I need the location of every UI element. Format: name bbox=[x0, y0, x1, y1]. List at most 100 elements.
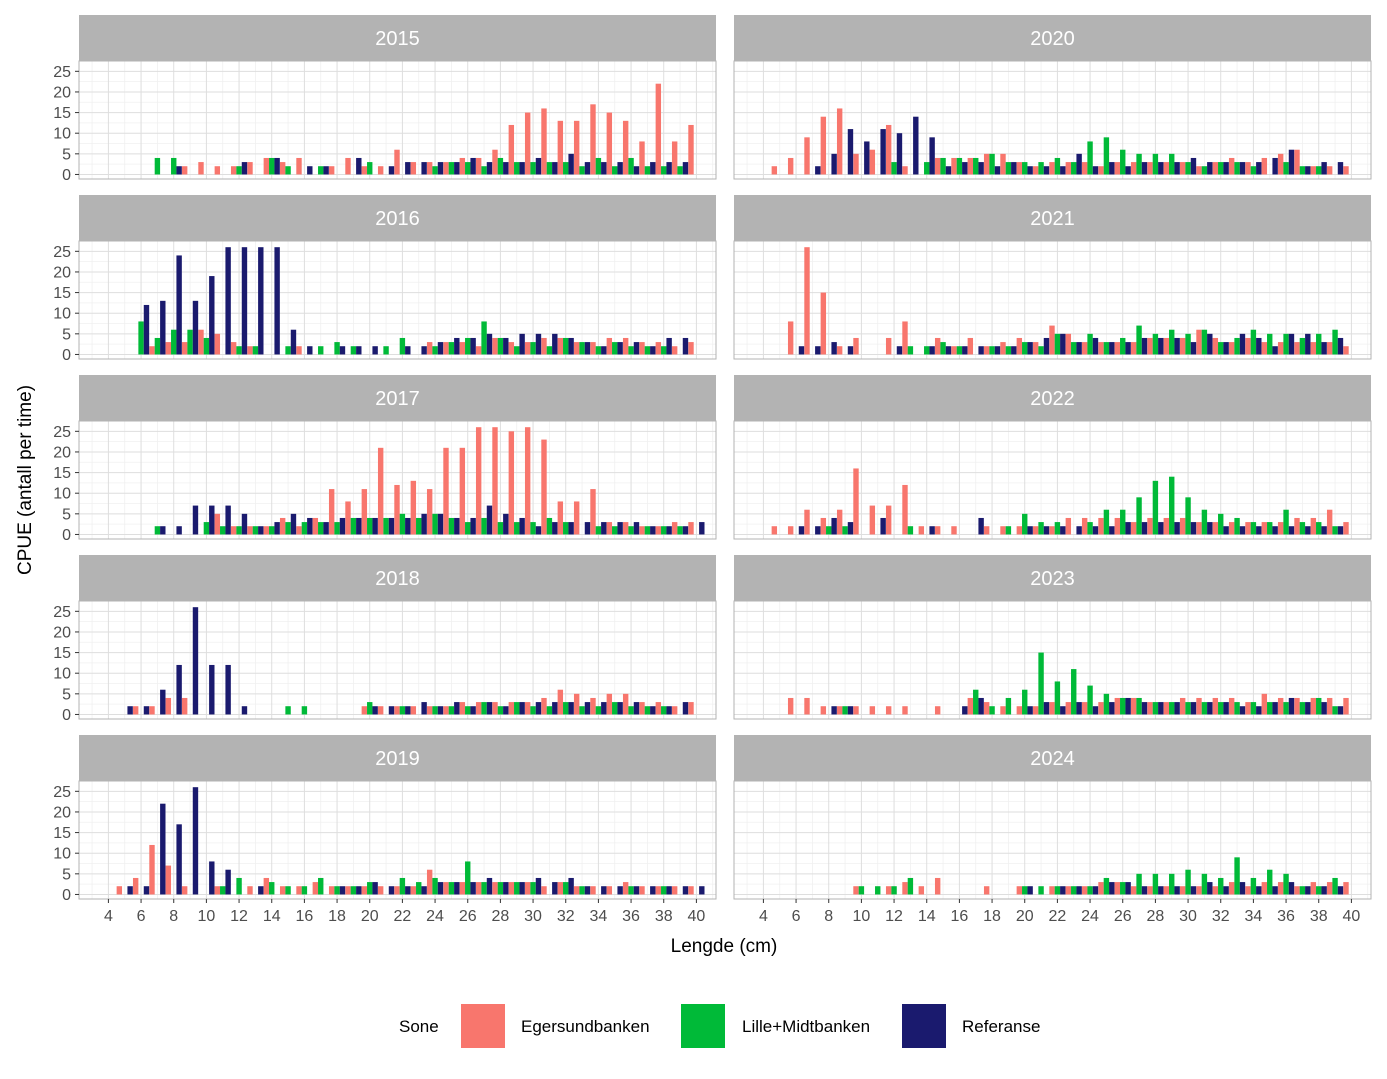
bar-referanse-30 bbox=[1190, 157, 1197, 175]
bar-egersundbanken-39 bbox=[671, 522, 678, 535]
bar-egersundbanken-9 bbox=[836, 509, 843, 535]
legend: Sone Egersundbanken Lille+Midtbanken Ref… bbox=[399, 1004, 1040, 1048]
bar-lille-midtbanken-32 bbox=[563, 337, 569, 355]
bar-egersundbanken-16 bbox=[296, 157, 302, 175]
bar-referanse-26 bbox=[470, 882, 476, 895]
bar-lille-midtbanken-12 bbox=[236, 166, 242, 175]
bar-lille-midtbanken-31 bbox=[1201, 166, 1208, 175]
bar-lille-midtbanken-35 bbox=[612, 166, 618, 175]
bar-egersundbanken-32 bbox=[1212, 886, 1219, 895]
bar-lille-midtbanken-30 bbox=[1185, 702, 1191, 715]
bar-lille-midtbanken-36 bbox=[1283, 873, 1289, 895]
bar-egersundbanken-21 bbox=[377, 706, 384, 715]
bar-lille-midtbanken-29 bbox=[514, 882, 520, 895]
y-tick-label: 15 bbox=[53, 285, 71, 302]
bar-egersundbanken-7 bbox=[149, 346, 155, 355]
bar-egersundbanken-27 bbox=[475, 346, 482, 355]
bar-lille-midtbanken-13 bbox=[907, 526, 914, 535]
bar-egersundbanken-26 bbox=[459, 157, 466, 175]
bar-referanse-37 bbox=[650, 706, 656, 715]
bar-egersundbanken-5 bbox=[771, 166, 778, 175]
bar-lille-midtbanken-26 bbox=[465, 337, 471, 355]
bar-referanse-20 bbox=[1027, 166, 1033, 175]
x-tick-label: 6 bbox=[792, 908, 801, 925]
bar-referanse-31 bbox=[552, 522, 558, 535]
bar-lille-midtbanken-21 bbox=[383, 346, 389, 355]
bar-egersundbanken-33 bbox=[573, 693, 580, 715]
bar-referanse-38 bbox=[666, 706, 672, 715]
bar-egersundbanken-18 bbox=[328, 886, 335, 895]
bar-egersundbanken-12 bbox=[230, 526, 237, 535]
panel-strip-label: 2023 bbox=[1030, 568, 1075, 590]
bar-referanse-32 bbox=[1223, 702, 1229, 715]
bar-egersundbanken-20 bbox=[1016, 162, 1023, 175]
bar-lille-midtbanken-39 bbox=[1332, 329, 1338, 355]
bar-lille-midtbanken-38 bbox=[661, 166, 667, 175]
bar-egersundbanken-18 bbox=[983, 886, 990, 895]
bar-referanse-39 bbox=[682, 337, 689, 355]
bar-egersundbanken-38 bbox=[1310, 697, 1317, 715]
bar-referanse-39 bbox=[682, 162, 689, 175]
bar-referanse-8 bbox=[176, 166, 182, 175]
bar-referanse-24 bbox=[1092, 886, 1099, 895]
bar-referanse-8 bbox=[831, 153, 837, 175]
bar-referanse-22 bbox=[1060, 706, 1066, 715]
bar-referanse-37 bbox=[1305, 702, 1311, 715]
bar-referanse-20 bbox=[372, 706, 378, 715]
bar-egersundbanken-34 bbox=[1245, 162, 1251, 175]
strip-background bbox=[734, 735, 1371, 781]
bar-referanse-28 bbox=[503, 513, 509, 535]
bar-egersundbanken-9 bbox=[836, 346, 843, 355]
bar-lille-midtbanken-16 bbox=[956, 157, 963, 175]
strip-background bbox=[734, 195, 1371, 241]
bar-referanse-15 bbox=[945, 346, 952, 355]
x-tick-label: 22 bbox=[394, 908, 412, 925]
bar-referanse-36 bbox=[633, 522, 640, 535]
bar-referanse-37 bbox=[650, 886, 656, 895]
bar-egersundbanken-40 bbox=[688, 886, 694, 895]
x-tick-label: 22 bbox=[1049, 908, 1067, 925]
bar-egersundbanken-14 bbox=[263, 877, 270, 895]
bar-egersundbanken-30 bbox=[1179, 517, 1186, 535]
bar-lille-midtbanken-33 bbox=[579, 166, 585, 175]
legend-key-referanse bbox=[902, 1004, 946, 1048]
panel-border bbox=[733, 240, 1372, 360]
panel-strip-label: 2015 bbox=[375, 28, 420, 50]
bar-lille-midtbanken-32 bbox=[563, 882, 569, 895]
bar-referanse-8 bbox=[831, 342, 837, 355]
bar-lille-midtbanken-37 bbox=[644, 346, 651, 355]
bar-egersundbanken-40 bbox=[688, 124, 694, 175]
bar-referanse-28 bbox=[1158, 702, 1164, 715]
y-tick-label: 20 bbox=[53, 804, 71, 821]
bar-lille-midtbanken-27 bbox=[1136, 697, 1142, 715]
bar-egersundbanken-23 bbox=[410, 886, 417, 895]
bar-lille-midtbanken-22 bbox=[399, 877, 406, 895]
bar-egersundbanken-21 bbox=[1032, 166, 1039, 175]
bar-lille-midtbanken-27 bbox=[1136, 325, 1142, 355]
bar-egersundbanken-39 bbox=[1326, 166, 1333, 175]
bar-referanse-11 bbox=[225, 869, 231, 895]
bar-lille-midtbanken-27 bbox=[481, 882, 487, 895]
bar-egersundbanken-34 bbox=[1245, 522, 1251, 535]
bar-egersundbanken-25 bbox=[1098, 166, 1104, 175]
y-tick-label: 15 bbox=[53, 465, 71, 482]
bar-lille-midtbanken-22 bbox=[1054, 681, 1061, 715]
bar-egersundbanken-20 bbox=[361, 886, 368, 895]
bar-egersundbanken-23 bbox=[410, 480, 417, 535]
bar-lille-midtbanken-37 bbox=[1299, 337, 1306, 355]
bar-lille-midtbanken-13 bbox=[252, 526, 259, 535]
bar-referanse-20 bbox=[372, 517, 378, 535]
bar-referanse-38 bbox=[1321, 342, 1327, 355]
bar-egersundbanken-27 bbox=[475, 427, 482, 535]
bar-egersundbanken-24 bbox=[426, 869, 433, 895]
bar-egersundbanken-31 bbox=[1196, 522, 1202, 535]
bar-referanse-23 bbox=[421, 702, 427, 715]
bar-lille-midtbanken-30 bbox=[530, 706, 536, 715]
bar-lille-midtbanken-36 bbox=[1283, 702, 1289, 715]
bar-referanse-15 bbox=[945, 166, 952, 175]
bar-referanse-25 bbox=[1109, 342, 1115, 355]
bar-lille-midtbanken-31 bbox=[546, 162, 553, 175]
bar-lille-midtbanken-12 bbox=[236, 346, 242, 355]
bar-lille-midtbanken-38 bbox=[661, 526, 667, 535]
bar-referanse-18 bbox=[339, 517, 346, 535]
